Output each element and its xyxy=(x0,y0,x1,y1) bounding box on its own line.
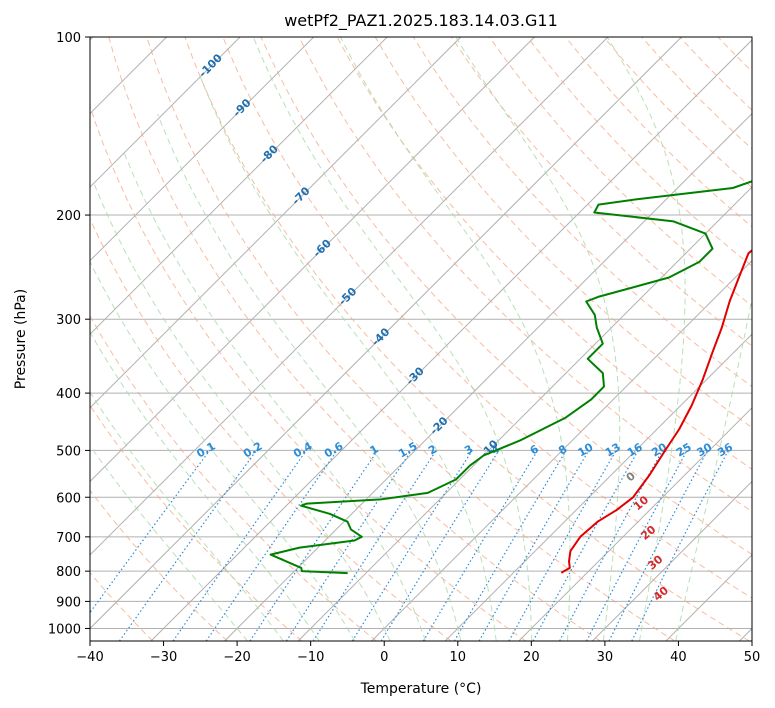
moist-adiabat xyxy=(92,180,391,641)
chart-title: wetPf2_PAZ1.2025.183.14.03.G11 xyxy=(284,11,558,31)
isotherm-line xyxy=(224,112,752,641)
dry-adiabat xyxy=(108,37,601,641)
plot-frame xyxy=(89,36,753,642)
moist-adiabat xyxy=(122,149,426,641)
isotherm-line xyxy=(90,37,462,409)
y-tick-label: 900 xyxy=(56,595,81,610)
x-tick-label: 50 xyxy=(744,650,761,665)
dry-adiabat xyxy=(90,489,228,641)
dry-adiabat xyxy=(374,37,752,429)
dry-adiabat xyxy=(184,37,750,641)
moist-adiabat xyxy=(90,331,320,641)
x-tick-label: −30 xyxy=(150,650,177,665)
moist-adiabat xyxy=(157,113,462,641)
isotherm-line xyxy=(90,37,535,483)
x-tick-label: 40 xyxy=(670,650,687,665)
dry-adiabat xyxy=(450,37,752,347)
x-tick-label: 30 xyxy=(597,650,614,665)
y-tick-label: 300 xyxy=(56,313,81,328)
x-tick-label: −40 xyxy=(76,650,103,665)
mixing-ratio-line xyxy=(312,450,437,641)
dewpoint-profile xyxy=(269,180,752,575)
isotherm-line xyxy=(150,39,752,641)
dry-adiabat xyxy=(90,404,303,641)
dry-adiabat xyxy=(488,37,752,307)
moist-adiabat xyxy=(90,444,248,641)
isotherm-line xyxy=(90,37,609,556)
mixing-ratio-line xyxy=(285,450,412,641)
mixing-ratio-line xyxy=(532,450,639,641)
y-tick-label: 100 xyxy=(56,31,81,46)
x-tick-label: 0 xyxy=(380,650,388,665)
dry-adiabat xyxy=(336,37,752,470)
y-tick-label: 700 xyxy=(56,531,81,546)
mixing-ratio-line xyxy=(172,450,307,641)
x-axis-label: Temperature (°C) xyxy=(360,681,482,697)
mixing-ratio-line xyxy=(380,450,500,641)
dry-adiabat xyxy=(260,37,752,556)
y-axis: 100 200 300 400 500 600 700 800 900 1000 xyxy=(48,31,90,637)
isotherm-line xyxy=(90,37,315,262)
x-tick-label: −10 xyxy=(297,650,324,665)
x-tick-label: 10 xyxy=(450,650,467,665)
moist-adiabat xyxy=(606,37,686,641)
y-tick-label: 200 xyxy=(56,209,81,224)
temperature-profile xyxy=(560,249,752,574)
x-axis: −40 −30 −20 −10 0 10 20 30 40 50 xyxy=(76,641,760,665)
mixing-ratio-line xyxy=(118,450,257,641)
plot-lines xyxy=(90,37,752,641)
y-tick-label: 1000 xyxy=(48,622,81,637)
mixing-ratio-line xyxy=(249,450,379,641)
isotherm-line xyxy=(592,480,752,641)
y-tick-label: 500 xyxy=(56,444,81,459)
mixing-ratio-line xyxy=(90,450,211,614)
x-tick-label: 20 xyxy=(523,650,540,665)
y-tick-label: 800 xyxy=(56,565,81,580)
moist-adiabat xyxy=(198,72,497,641)
dry-adiabat xyxy=(90,314,377,641)
moist-adiabat xyxy=(675,295,752,641)
mixing-ratio-line xyxy=(559,450,663,641)
dry-adiabat xyxy=(90,217,452,641)
dry-adiabat xyxy=(298,37,752,513)
moist-adiabat xyxy=(90,391,284,641)
moist-adiabat xyxy=(339,37,571,641)
mixing-ratio-line xyxy=(631,450,729,641)
dry-adiabat xyxy=(90,104,526,641)
mixing-ratio-line xyxy=(508,450,617,641)
isotherm-line xyxy=(90,37,241,188)
isotherm-line xyxy=(518,407,752,641)
dry-adiabat xyxy=(412,37,752,388)
plot-background xyxy=(90,37,752,641)
isotherm-line xyxy=(371,259,752,641)
moist-adiabat xyxy=(252,37,533,641)
dry-adiabat xyxy=(146,37,676,641)
y-tick-label: 600 xyxy=(56,491,81,506)
isotherm-line xyxy=(90,37,388,335)
moist-adiabat xyxy=(90,260,356,641)
y-axis-label: Pressure (hPa) xyxy=(13,289,29,389)
isotherm-line xyxy=(444,333,752,641)
x-tick-label: −20 xyxy=(223,650,250,665)
y-tick-label: 400 xyxy=(56,387,81,402)
dry-adiabat xyxy=(222,37,752,599)
mixing-ratio-line xyxy=(205,450,338,641)
isotherm-line xyxy=(90,37,682,630)
